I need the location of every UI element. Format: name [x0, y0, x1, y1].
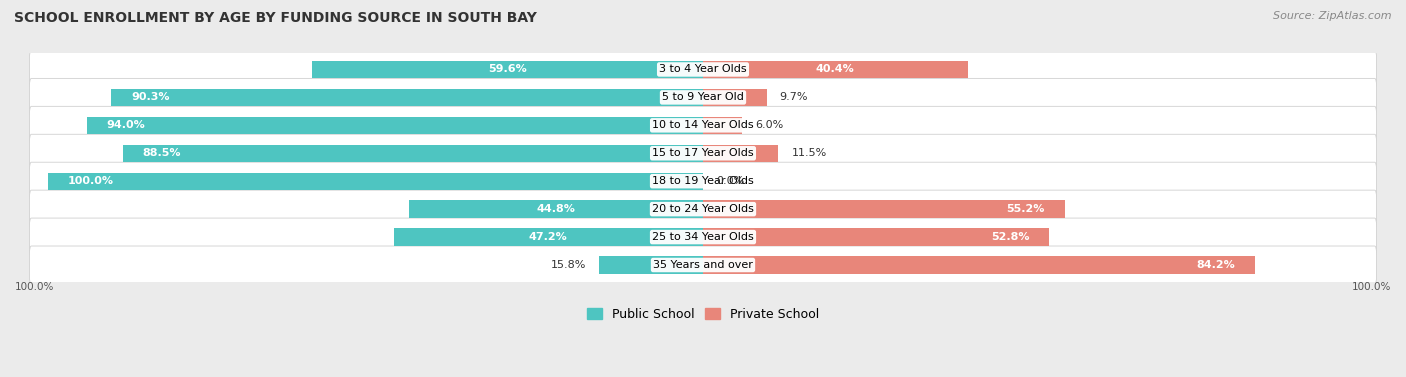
Text: 88.5%: 88.5% — [143, 148, 181, 158]
Bar — [124, 145, 703, 162]
Text: 15.8%: 15.8% — [551, 260, 586, 270]
Bar — [703, 201, 1064, 218]
Bar — [312, 61, 703, 78]
Text: 5 to 9 Year Old: 5 to 9 Year Old — [662, 92, 744, 103]
Bar — [599, 256, 703, 274]
Text: 94.0%: 94.0% — [107, 120, 145, 130]
Text: 90.3%: 90.3% — [131, 92, 170, 103]
Bar — [703, 89, 766, 106]
Text: 15 to 17 Year Olds: 15 to 17 Year Olds — [652, 148, 754, 158]
Bar — [409, 201, 703, 218]
Text: 0.0%: 0.0% — [716, 176, 744, 186]
FancyBboxPatch shape — [30, 190, 1376, 228]
Text: 18 to 19 Year Olds: 18 to 19 Year Olds — [652, 176, 754, 186]
Text: 25 to 34 Year Olds: 25 to 34 Year Olds — [652, 232, 754, 242]
Bar — [48, 173, 703, 190]
FancyBboxPatch shape — [30, 134, 1376, 172]
Text: 11.5%: 11.5% — [792, 148, 827, 158]
Bar — [703, 61, 967, 78]
Text: SCHOOL ENROLLMENT BY AGE BY FUNDING SOURCE IN SOUTH BAY: SCHOOL ENROLLMENT BY AGE BY FUNDING SOUR… — [14, 11, 537, 25]
Text: 9.7%: 9.7% — [780, 92, 808, 103]
Bar — [703, 116, 742, 134]
Text: 3 to 4 Year Olds: 3 to 4 Year Olds — [659, 64, 747, 75]
Bar — [111, 89, 703, 106]
Text: 20 to 24 Year Olds: 20 to 24 Year Olds — [652, 204, 754, 214]
Text: 84.2%: 84.2% — [1197, 260, 1234, 270]
Bar — [703, 228, 1049, 246]
FancyBboxPatch shape — [30, 246, 1376, 284]
FancyBboxPatch shape — [30, 162, 1376, 200]
Text: 10 to 14 Year Olds: 10 to 14 Year Olds — [652, 120, 754, 130]
Text: 59.6%: 59.6% — [488, 64, 527, 75]
FancyBboxPatch shape — [30, 218, 1376, 256]
FancyBboxPatch shape — [30, 51, 1376, 89]
Text: 100.0%: 100.0% — [67, 176, 114, 186]
Bar — [703, 145, 779, 162]
Text: 100.0%: 100.0% — [15, 282, 55, 292]
Text: 55.2%: 55.2% — [1007, 204, 1045, 214]
Text: 44.8%: 44.8% — [537, 204, 575, 214]
FancyBboxPatch shape — [30, 78, 1376, 116]
Text: 47.2%: 47.2% — [529, 232, 568, 242]
Bar — [87, 116, 703, 134]
Text: 40.4%: 40.4% — [815, 64, 855, 75]
Bar — [703, 256, 1254, 274]
Text: 6.0%: 6.0% — [755, 120, 783, 130]
FancyBboxPatch shape — [30, 106, 1376, 144]
Text: 100.0%: 100.0% — [1351, 282, 1391, 292]
Text: Source: ZipAtlas.com: Source: ZipAtlas.com — [1274, 11, 1392, 21]
Text: 52.8%: 52.8% — [991, 232, 1029, 242]
Bar — [394, 228, 703, 246]
Legend: Public School, Private School: Public School, Private School — [582, 303, 824, 326]
Text: 35 Years and over: 35 Years and over — [652, 260, 754, 270]
